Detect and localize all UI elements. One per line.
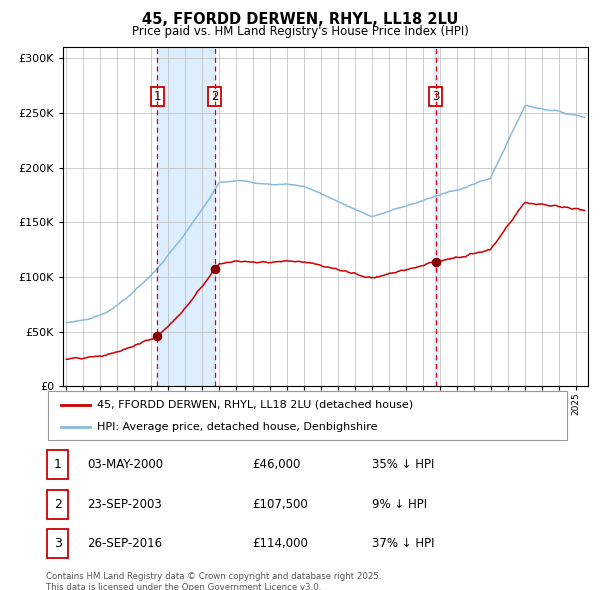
Text: £46,000: £46,000: [252, 458, 301, 471]
Text: £114,000: £114,000: [252, 537, 308, 550]
Text: 3: 3: [53, 537, 62, 550]
FancyBboxPatch shape: [48, 391, 567, 440]
Text: 03-MAY-2000: 03-MAY-2000: [87, 458, 163, 471]
Text: 35% ↓ HPI: 35% ↓ HPI: [372, 458, 434, 471]
Point: [210, 264, 220, 274]
Text: 1: 1: [154, 90, 161, 103]
Text: HPI: Average price, detached house, Denbighshire: HPI: Average price, detached house, Denb…: [97, 422, 378, 432]
FancyBboxPatch shape: [47, 490, 68, 519]
Text: £107,500: £107,500: [252, 497, 308, 511]
FancyBboxPatch shape: [47, 450, 68, 479]
Text: 37% ↓ HPI: 37% ↓ HPI: [372, 537, 434, 550]
Text: 26-SEP-2016: 26-SEP-2016: [87, 537, 162, 550]
Text: Contains HM Land Registry data © Crown copyright and database right 2025.
This d: Contains HM Land Registry data © Crown c…: [46, 572, 382, 590]
Bar: [434, 47, 437, 386]
Text: 45, FFORDD DERWEN, RHYL, LL18 2LU: 45, FFORDD DERWEN, RHYL, LL18 2LU: [142, 12, 458, 27]
Text: 2: 2: [211, 90, 218, 103]
Text: 2: 2: [53, 497, 62, 511]
Point: [152, 332, 162, 341]
Text: 3: 3: [432, 90, 439, 103]
Text: Price paid vs. HM Land Registry's House Price Index (HPI): Price paid vs. HM Land Registry's House …: [131, 25, 469, 38]
Text: 45, FFORDD DERWEN, RHYL, LL18 2LU (detached house): 45, FFORDD DERWEN, RHYL, LL18 2LU (detac…: [97, 399, 413, 409]
FancyBboxPatch shape: [47, 529, 68, 558]
Point: [431, 257, 440, 267]
Bar: [157, 47, 215, 386]
Text: 1: 1: [53, 458, 62, 471]
Text: 23-SEP-2003: 23-SEP-2003: [87, 497, 162, 511]
Text: 9% ↓ HPI: 9% ↓ HPI: [372, 497, 427, 511]
